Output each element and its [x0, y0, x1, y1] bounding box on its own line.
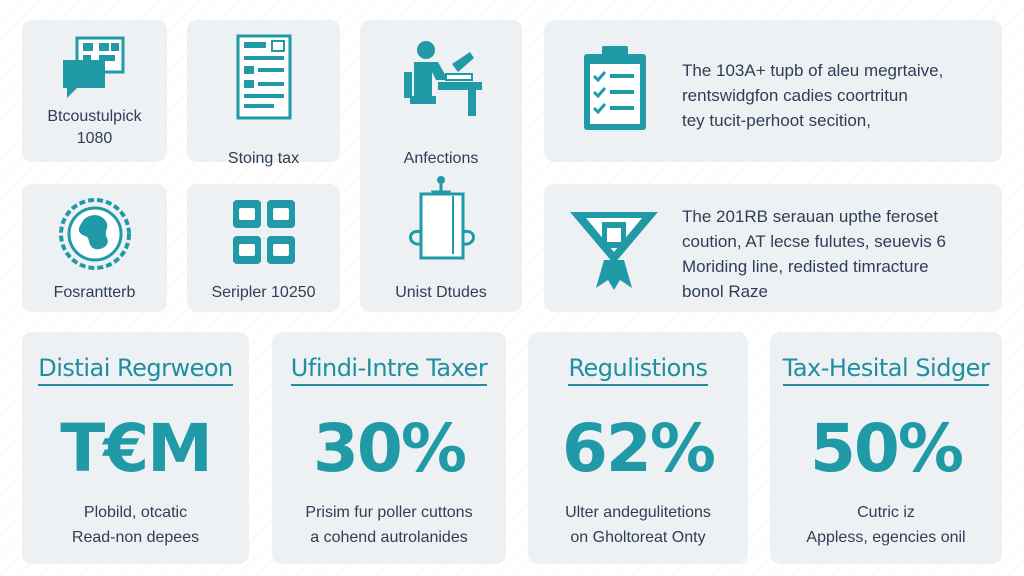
ribbon-badge-icon	[564, 202, 664, 299]
stat-card-4-desc-line-2: Appless, egencies onil	[806, 529, 966, 546]
icon-card-3: Anfections Unist Dtudes	[360, 20, 522, 312]
icon-card-6-label: Unist Dtudes	[395, 284, 487, 301]
tax-form-icon	[187, 32, 340, 122]
icon-card-2: Stoing tax	[187, 20, 340, 167]
stat-card-1-value: T€M	[60, 410, 213, 487]
grid-tiles-icon	[187, 196, 340, 270]
stat-card-2-desc-line-2: a cohend autrolanides	[310, 529, 468, 546]
info-card-2-line-1: The 201RB serauan upthe feroset	[682, 207, 939, 226]
info-card-1-line-2: rentswidgfon cadies coortritun	[682, 86, 908, 105]
stat-card-2: Ufindi-Intre Taxer 30% Prisim fur poller…	[272, 332, 506, 564]
icon-card-1: Btcoustulpick 1080	[22, 20, 167, 162]
icon-card-2-label: Stoing tax	[227, 150, 300, 167]
stat-card-2-value: 30%	[313, 410, 467, 487]
icon-card-5-label: Seripler 10250	[211, 284, 316, 301]
stat-card-3-value: 62%	[562, 410, 716, 487]
icon-card-3-label: Anfections	[403, 150, 479, 167]
stat-card-1-desc-line-1: Plobild, otcatic	[83, 504, 188, 521]
info-card-2-line-4: bonol Raze	[682, 282, 769, 301]
stat-card-1: Distiai Regrweon T€M Plobild, otcatic Re…	[22, 332, 249, 564]
stat-card-3-desc-line-2: on Gholtoreat Onty	[570, 529, 706, 546]
shopping-bag-icon	[360, 172, 522, 268]
icon-card-1-label-line-1: Btcoustulpick	[47, 108, 142, 125]
info-card-2: The 201RB serauan upthe feroset coution,…	[544, 184, 1002, 312]
person-at-desk-icon	[360, 38, 522, 120]
stat-card-2-desc-line-1: Prisim fur poller cuttons	[305, 504, 473, 521]
stat-card-4-title: Tax-Hesital Sidger	[782, 354, 990, 386]
info-card-2-line-3: Moriding line, redisted timracture	[682, 257, 929, 276]
chat-document-icon	[22, 34, 167, 106]
stat-card-3-title: Regulistions	[568, 354, 708, 386]
icon-card-1-label-line-2: 1080	[76, 130, 113, 147]
icon-card-4-label: Fosrantterb	[53, 284, 136, 301]
info-card-1-line-3: tey tucit-perhoot secition,	[682, 111, 871, 130]
stat-card-1-desc-line-2: Read-non depees	[71, 529, 200, 546]
info-card-1-line-1: The 103A+ tupb of aleu megrtaive,	[682, 61, 944, 80]
info-card-2-line-2: coution, AT lecse fulutes, seuevis 6	[682, 232, 946, 251]
stat-card-3: Regulistions 62% Ulter andegulitetions o…	[528, 332, 748, 564]
icon-card-4: Fosrantterb	[22, 184, 167, 312]
clipboard-checklist-icon	[580, 42, 650, 139]
stat-card-3-desc-line-1: Ulter andegulitetions	[565, 504, 711, 521]
stat-card-4: Tax-Hesital Sidger 50% Cutric iz Appless…	[770, 332, 1002, 564]
stat-card-4-value: 50%	[810, 410, 964, 487]
info-card-1: The 103A+ tupb of aleu megrtaive, rentsw…	[544, 20, 1002, 162]
stat-card-2-title: Ufindi-Intre Taxer	[290, 354, 488, 386]
stat-card-1-title: Distiai Regrweon	[38, 354, 233, 386]
icon-card-5: Seripler 10250	[187, 184, 340, 312]
globe-gear-icon	[22, 194, 167, 274]
stat-card-4-desc-line-1: Cutric iz	[857, 504, 915, 521]
